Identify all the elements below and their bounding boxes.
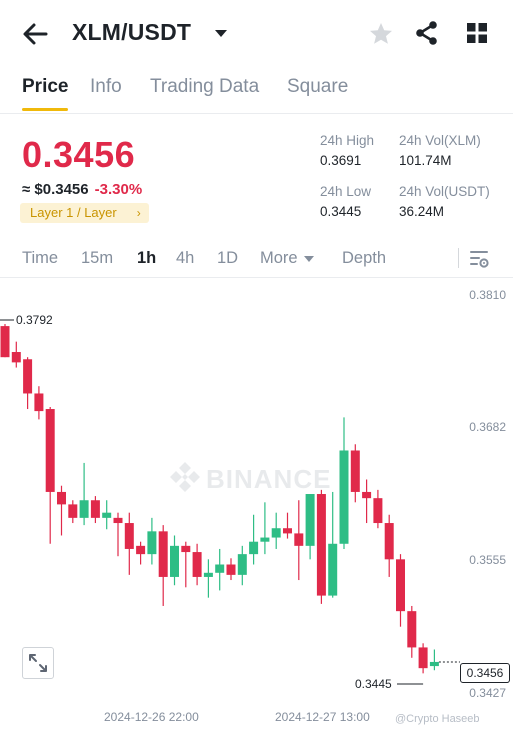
current-price-tag: 0.3456 <box>460 663 510 683</box>
candle-body <box>192 552 202 577</box>
candle-body <box>362 491 372 499</box>
candle-body <box>79 500 89 518</box>
candle-body <box>316 494 326 596</box>
y-tick-label: 0.3427 <box>469 686 506 700</box>
candle-body <box>170 545 179 577</box>
candle-body <box>373 498 383 524</box>
chart-plot <box>0 319 460 685</box>
candle-body <box>249 541 259 555</box>
chevron-right-icon: › <box>136 206 141 220</box>
interval-bar: Time 15m 1h 4h 1D More Depth <box>0 240 513 278</box>
expand-icon[interactable] <box>22 647 54 679</box>
tab-price[interactable]: Price <box>22 76 69 97</box>
candle-body <box>305 494 315 546</box>
interval-4h[interactable]: 4h <box>176 249 195 267</box>
candle-body <box>158 531 168 577</box>
caret-down-icon[interactable] <box>212 24 230 42</box>
interval-time[interactable]: Time <box>22 249 59 267</box>
low-label: 24h Low <box>320 184 372 199</box>
last-price: 0.3456 <box>22 134 136 175</box>
back-arrow-icon[interactable] <box>20 20 50 48</box>
divider <box>458 248 459 268</box>
candle-body <box>181 545 191 553</box>
candle-body <box>23 359 33 394</box>
main-tabs: Price Info Trading Data Square <box>0 70 513 114</box>
candle-body <box>260 537 270 542</box>
candle-body <box>384 523 394 560</box>
y-tick-label: 0.3555 <box>469 553 506 567</box>
y-tick-label: 0.3810 <box>469 288 506 302</box>
vol-base-value: 101.74M <box>399 153 452 168</box>
chart-settings-icon[interactable] <box>468 248 490 270</box>
interval-more[interactable]: More <box>260 249 315 268</box>
candle-body <box>11 352 21 363</box>
candle-body <box>45 409 55 492</box>
x-tick-label: 2024-12-27 13:00 <box>275 710 370 724</box>
star-icon[interactable] <box>368 21 394 47</box>
active-tab-indicator <box>22 108 68 111</box>
candle-body <box>429 661 439 667</box>
high-label: 24h High <box>320 133 375 148</box>
candle-body <box>136 545 146 555</box>
candle-body <box>271 528 281 538</box>
candle-body <box>203 572 213 577</box>
low-marker-label: 0.3445 <box>355 677 392 691</box>
low-value: 0.3445 <box>320 204 362 219</box>
candle-body <box>215 564 225 573</box>
candle-body <box>328 543 338 596</box>
candle-body <box>339 450 349 544</box>
top-bar: XLM/USDT <box>0 0 513 68</box>
binance-logo-icon <box>170 462 200 492</box>
interval-1h[interactable]: 1h <box>137 249 157 267</box>
fiat-price: ≈ $0.3456 <box>22 181 89 198</box>
vol-base-label: 24h Vol(XLM) <box>399 133 481 148</box>
candle-body <box>226 564 236 575</box>
caret-down-icon <box>304 255 315 262</box>
category-tag[interactable]: Layer 1 / Layer › <box>20 203 149 223</box>
candle-body <box>294 533 304 546</box>
candle-body <box>34 393 44 412</box>
high-marker-label: 0.3792 <box>16 313 53 327</box>
candle-body <box>57 491 66 505</box>
category-tag-label: Layer 1 / Layer <box>30 205 117 220</box>
candle-body <box>0 326 10 358</box>
candle-body <box>396 559 405 612</box>
x-tick-label: 2024-12-26 22:00 <box>104 710 199 724</box>
fiat-row: ≈ $0.3456 -3.30% <box>22 181 142 198</box>
pair-title[interactable]: XLM/USDT <box>72 19 192 45</box>
interval-15m[interactable]: 15m <box>81 249 114 267</box>
tab-square[interactable]: Square <box>287 76 349 97</box>
candle-body <box>350 450 360 492</box>
tab-info[interactable]: Info <box>90 76 122 97</box>
interval-depth[interactable]: Depth <box>342 249 387 267</box>
candle-body <box>102 512 112 518</box>
candle-body <box>418 647 428 669</box>
y-tick-label: 0.3682 <box>469 420 506 434</box>
vol-quote-value: 36.24M <box>399 204 445 219</box>
interval-more-label: More <box>260 249 298 267</box>
candle-body <box>147 531 157 555</box>
candle-body <box>90 500 100 518</box>
price-change: -3.30% <box>94 181 143 198</box>
vol-quote-label: 24h Vol(USDT) <box>399 184 490 199</box>
high-value: 0.3691 <box>320 153 362 168</box>
grid-icon[interactable] <box>466 22 488 44</box>
credit-text: @Crypto Haseeb <box>395 713 480 725</box>
candle-body <box>237 554 247 575</box>
interval-1d[interactable]: 1D <box>217 249 239 267</box>
candle-body <box>124 523 134 549</box>
fullscreen-arrows-icon <box>29 654 47 672</box>
candle-body <box>68 504 78 518</box>
candlestick-chart[interactable]: BINANCE 0.3810 0.3682 0.3555 0.3427 0.37… <box>0 280 513 735</box>
share-icon[interactable] <box>414 20 440 46</box>
watermark-text: BINANCE <box>206 464 332 494</box>
tab-trading-data[interactable]: Trading Data <box>150 76 260 97</box>
candle-body <box>113 517 123 524</box>
candle-body <box>407 611 417 648</box>
candle-body <box>283 528 292 534</box>
